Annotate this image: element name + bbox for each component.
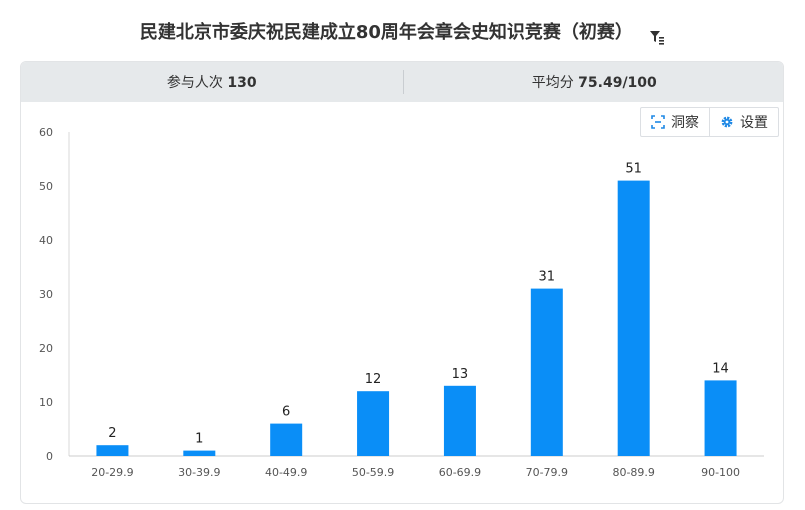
bar-data-label: 2 [108,426,116,441]
participants-value: 130 [227,75,257,91]
x-tick-label: 60-69.9 [439,466,481,479]
average-label: 平均分 [531,75,574,91]
bar [96,445,129,456]
bar-data-label: 12 [365,372,382,387]
bar-data-label: 51 [625,162,642,177]
bar-data-label: 14 [712,361,729,376]
settings-label: 设置 [740,115,768,131]
bar [270,423,303,456]
settings-button[interactable]: 设置 [709,108,778,136]
y-tick-label: 10 [39,396,53,409]
insight-label: 洞察 [671,115,699,131]
bar [183,450,216,456]
bar-data-label: 1 [195,432,203,447]
bar [530,288,563,456]
x-tick-label: 70-79.9 [526,466,568,479]
page-title: 民建北京市委庆祝民建成立80周年会章会史知识竞赛（初赛） [139,22,633,43]
insight-icon [651,115,665,129]
y-tick-label: 60 [39,126,53,139]
gear-icon [721,116,733,128]
filter-icon[interactable] [649,25,665,45]
x-tick-label: 50-59.9 [352,466,394,479]
chart-title-row: 民建北京市委庆祝民建成立80周年会章会史知识竞赛（初赛） [0,18,805,48]
average-value: 75.49/100 [578,75,657,91]
bar [704,380,737,456]
bar-chart: 0 10 20 30 40 50 60 2 20-29.9 1 30-39.9 6 40-49.9 12 5… [39,126,764,479]
x-tick-label: 40-49.9 [265,466,307,479]
x-tick-label: 80-89.9 [612,466,654,479]
y-tick-label: 40 [39,234,53,247]
participants-stat: 参与人次 130 [21,72,403,92]
y-tick-label: 0 [46,450,53,463]
bar-data-label: 6 [282,405,290,420]
bar [443,385,476,456]
bar [617,180,650,456]
insight-button[interactable]: 洞察 [641,108,709,136]
chart-card: 参与人次 130 平均分 75.49/100 洞察 设置 0 10 20 30 40 50… [20,61,784,504]
y-tick-label: 20 [39,342,53,355]
y-tick-label: 30 [39,288,53,301]
x-tick-label: 30-39.9 [178,466,220,479]
x-tick-label: 20-29.9 [91,466,133,479]
stats-bar: 参与人次 130 平均分 75.49/100 [21,62,784,102]
participants-label: 参与人次 [166,75,223,91]
stats-divider [402,70,404,94]
y-tick-label: 50 [39,180,53,193]
x-tick-label: 90-100 [701,466,740,479]
chart-toolbar: 洞察 设置 [640,107,779,137]
average-stat: 平均分 75.49/100 [404,72,784,92]
bar-data-label: 31 [539,270,556,285]
bar-data-label: 13 [452,367,469,382]
bar [357,391,390,456]
